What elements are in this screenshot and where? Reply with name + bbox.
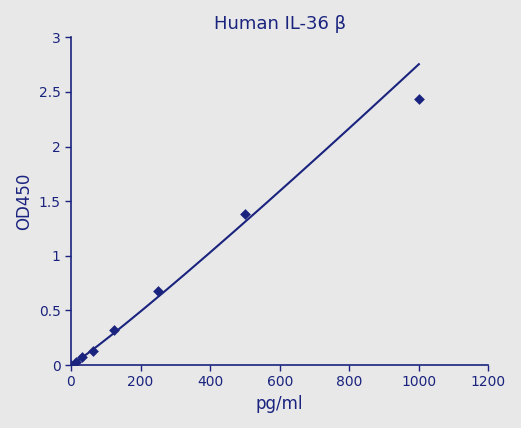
Point — [110, 327, 119, 333]
Point — [67, 362, 75, 369]
Point — [72, 358, 81, 365]
Y-axis label: OD450: OD450 — [15, 172, 33, 230]
Point — [415, 95, 423, 102]
X-axis label: pg/ml: pg/ml — [256, 395, 303, 413]
Point — [241, 211, 249, 218]
Point — [78, 354, 86, 361]
Point — [89, 348, 97, 354]
Point — [154, 287, 162, 294]
Title: Human IL-36 β: Human IL-36 β — [214, 15, 346, 33]
